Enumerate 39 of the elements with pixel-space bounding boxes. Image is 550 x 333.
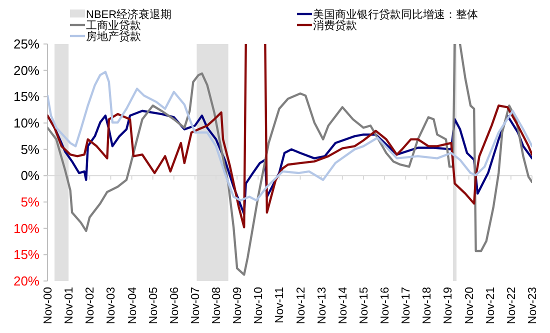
legend-label: NBER经济衰退期: [86, 8, 172, 21]
x-tick-label: Nov-14: [337, 286, 350, 324]
x-tick-label: Nov-11: [274, 287, 286, 324]
x-tick-label: Nov-07: [190, 287, 202, 324]
x-tick-label: Nov-23: [527, 287, 539, 324]
y-tick-label: 20%: [13, 274, 40, 288]
y-tick-label: 0%: [20, 168, 40, 184]
x-tick-label: Nov-13: [316, 287, 328, 324]
x-tick-label: Nov-17: [400, 287, 413, 324]
x-tick-label: Nov-00: [42, 287, 54, 324]
x-tick-label: Nov-06: [168, 287, 181, 324]
x-tick-label: Nov-09: [232, 287, 244, 324]
y-tick-label: 25%: [13, 36, 40, 52]
x-tick-label: Nov-10: [253, 287, 266, 324]
y-tick-label: 20%: [13, 62, 40, 78]
x-tick-label: Nov-03: [106, 287, 118, 324]
legend-label: 消费贷款: [313, 19, 357, 32]
x-tick-label: Nov-05: [148, 287, 160, 324]
x-tick-label: Nov-08: [211, 287, 224, 324]
y-tick-label: 15%: [13, 247, 40, 262]
x-tick-label: Nov-12: [295, 287, 308, 324]
x-tick-label: Nov-22: [506, 287, 518, 324]
x-tick-label: Nov-02: [84, 287, 97, 324]
x-tick-label: Nov-21: [484, 287, 497, 324]
x-tick-label: Nov-01: [64, 287, 76, 324]
x-tick-label: Nov-19: [442, 287, 455, 324]
y-tick-label: 10%: [13, 116, 40, 130]
y-tick-label: 15%: [13, 89, 40, 104]
y-tick-label: 10%: [13, 220, 40, 236]
x-tick-label: Nov-15: [358, 287, 370, 324]
legend-label: 美国商业银行贷款同比增速：整体: [313, 8, 478, 21]
x-tick-label: Nov-20: [464, 287, 476, 324]
x-tick-label: Nov-04: [126, 286, 139, 324]
x-tick-label: Nov-16: [380, 287, 392, 324]
x-tick-label: Nov-18: [422, 287, 434, 324]
y-tick-label: 5%: [20, 142, 40, 157]
legend-label: 工商业贷款: [86, 19, 141, 32]
legend-label: 房地产贷款: [86, 30, 141, 43]
y-tick-label: 5%: [20, 194, 40, 210]
